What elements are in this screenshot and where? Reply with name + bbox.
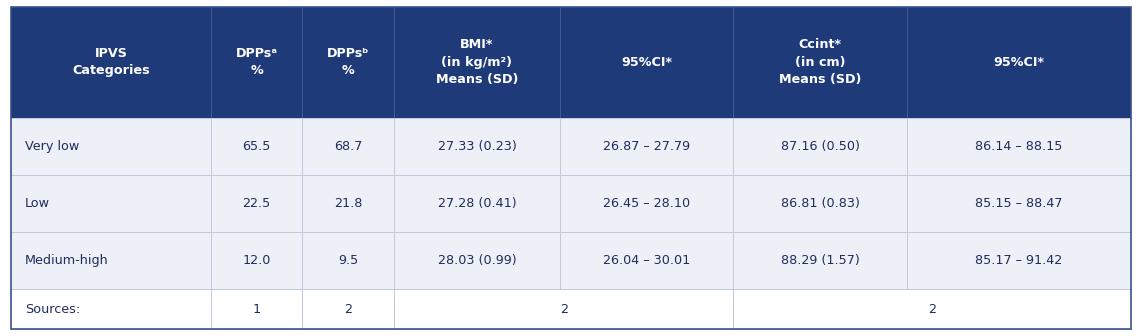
Text: BMI*
(in kg/m²)
Means (SD): BMI* (in kg/m²) Means (SD) xyxy=(436,38,518,86)
Text: 28.03 (0.99): 28.03 (0.99) xyxy=(437,254,516,267)
Bar xyxy=(11,175,1131,232)
Bar xyxy=(11,7,1131,118)
Text: 65.5: 65.5 xyxy=(242,140,271,153)
Text: 22.5: 22.5 xyxy=(242,197,271,210)
Bar xyxy=(11,118,1131,175)
Text: Low: Low xyxy=(25,197,50,210)
Bar xyxy=(11,232,1131,289)
Text: 95%CI*: 95%CI* xyxy=(621,56,671,69)
Text: 26.04 – 30.01: 26.04 – 30.01 xyxy=(603,254,690,267)
Text: 95%CI*: 95%CI* xyxy=(994,56,1044,69)
Text: 9.5: 9.5 xyxy=(338,254,359,267)
Text: 2: 2 xyxy=(928,303,936,316)
Bar xyxy=(11,289,1131,329)
Text: 88.29 (1.57): 88.29 (1.57) xyxy=(781,254,860,267)
Text: 2: 2 xyxy=(560,303,568,316)
Text: 87.16 (0.50): 87.16 (0.50) xyxy=(781,140,860,153)
Text: 85.17 – 91.42: 85.17 – 91.42 xyxy=(975,254,1062,267)
Text: DPPsᵇ
%: DPPsᵇ % xyxy=(327,47,369,77)
Text: Medium-high: Medium-high xyxy=(25,254,108,267)
Text: Ccint*
(in cm)
Means (SD): Ccint* (in cm) Means (SD) xyxy=(779,38,861,86)
Text: 27.28 (0.41): 27.28 (0.41) xyxy=(437,197,516,210)
Text: 85.15 – 88.47: 85.15 – 88.47 xyxy=(975,197,1062,210)
Text: Sources:: Sources: xyxy=(25,303,80,316)
Text: 26.87 – 27.79: 26.87 – 27.79 xyxy=(603,140,690,153)
Text: 86.14 – 88.15: 86.14 – 88.15 xyxy=(975,140,1062,153)
Text: Very low: Very low xyxy=(25,140,80,153)
Text: 86.81 (0.83): 86.81 (0.83) xyxy=(781,197,860,210)
Text: 27.33 (0.23): 27.33 (0.23) xyxy=(437,140,516,153)
Text: 21.8: 21.8 xyxy=(335,197,362,210)
Text: 68.7: 68.7 xyxy=(335,140,362,153)
Text: 2: 2 xyxy=(344,303,352,316)
Text: 1: 1 xyxy=(252,303,260,316)
Text: 26.45 – 28.10: 26.45 – 28.10 xyxy=(603,197,690,210)
Text: DPPsᵃ
%: DPPsᵃ % xyxy=(235,47,278,77)
Text: 12.0: 12.0 xyxy=(242,254,271,267)
Text: IPVS
Categories: IPVS Categories xyxy=(72,47,150,77)
